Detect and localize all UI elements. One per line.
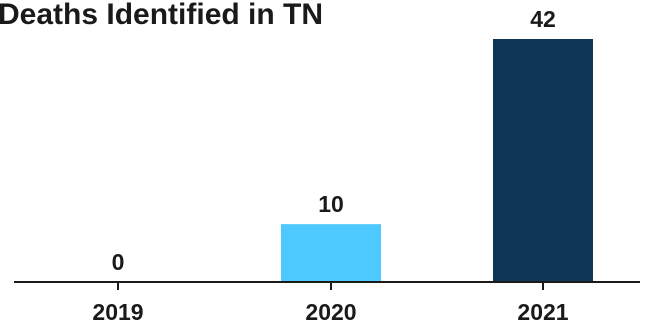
x-tick-label-2019: 2019 [92,299,143,325]
bar-2021 [493,39,593,282]
value-label-2020: 10 [318,191,344,217]
x-tick-label-2020: 2020 [305,299,356,325]
value-label-2021: 42 [530,6,556,32]
x-axis-ticks-group [117,282,544,290]
value-labels-group: 0 10 42 [112,6,556,275]
value-label-2019: 0 [112,249,125,275]
bars-group [281,39,593,282]
x-axis-tick-labels-group: 2019 2020 2021 [92,299,568,325]
bar-2020 [281,224,381,282]
x-tick-label-2021: 2021 [517,299,568,325]
chart-title: Deaths Identified in TN [0,0,323,31]
